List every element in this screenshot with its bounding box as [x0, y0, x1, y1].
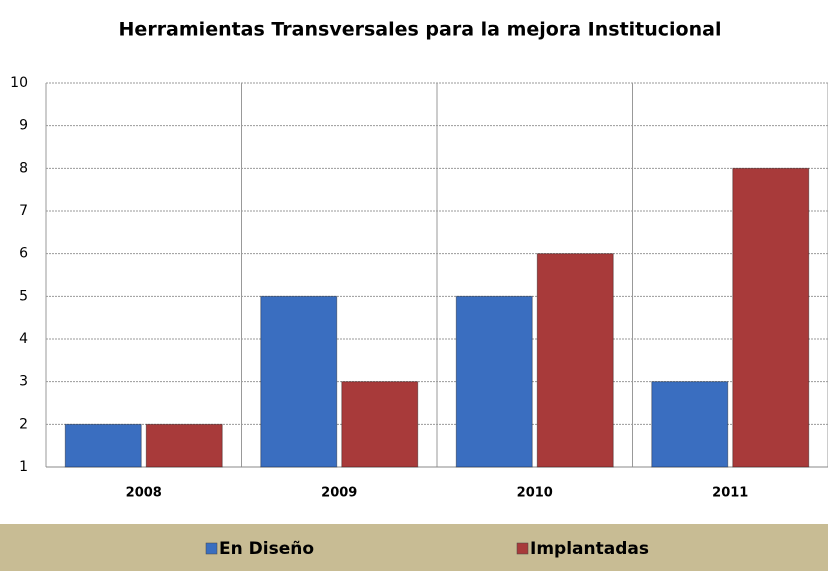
- legend-swatch: [205, 542, 218, 555]
- chart-title: Herramientas Transversales para la mejor…: [119, 19, 722, 41]
- x-tick-label: 2010: [517, 486, 553, 501]
- y-tick-label: 9: [19, 118, 28, 134]
- bar: [732, 167, 810, 468]
- x-tick-label: 2009: [321, 486, 357, 501]
- y-tick-label: 2: [19, 416, 28, 432]
- y-tick-label: 7: [19, 203, 28, 219]
- y-tick-label: 1: [19, 459, 28, 475]
- legend-box: [0, 524, 828, 571]
- legend-swatch: [516, 542, 529, 555]
- y-tick-label: 6: [19, 246, 28, 262]
- legend-label: En Diseño: [219, 539, 314, 559]
- bar: [260, 295, 338, 468]
- y-tick-label: 5: [19, 288, 28, 304]
- x-tick-label: 2008: [126, 486, 162, 501]
- y-tick-label: 10: [10, 75, 28, 91]
- bar: [536, 253, 614, 468]
- bar: [341, 381, 419, 468]
- bar: [651, 381, 729, 468]
- y-tick-label: 8: [19, 160, 28, 176]
- y-tick-label: 3: [19, 374, 28, 390]
- bar: [64, 423, 142, 468]
- bar: [455, 295, 533, 468]
- y-tick-label: 4: [19, 331, 28, 347]
- x-tick-label: 2011: [712, 486, 748, 501]
- bar: [145, 423, 223, 468]
- legend-label: Implantadas: [530, 539, 649, 559]
